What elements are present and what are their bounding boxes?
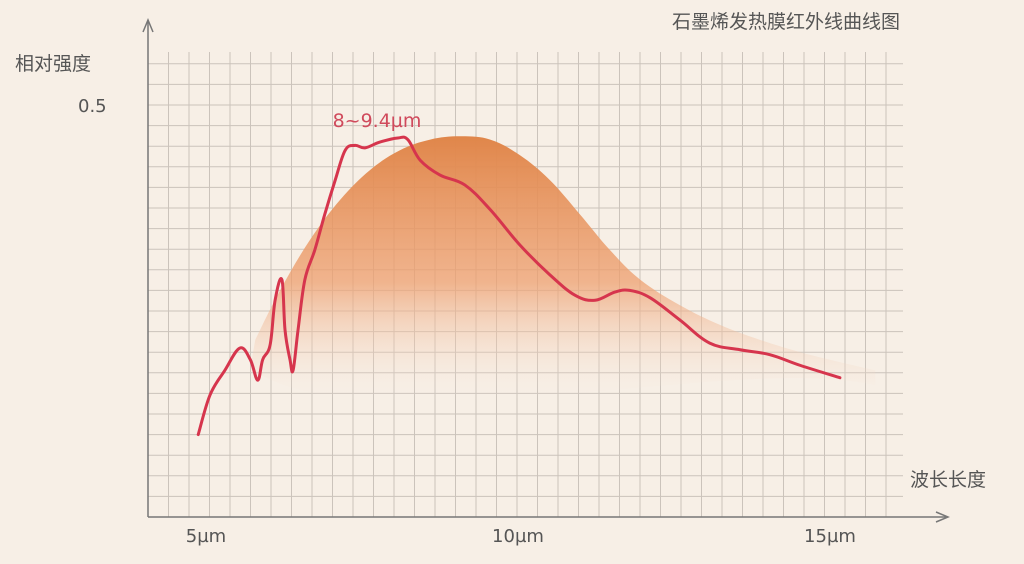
emission-line <box>196 135 842 437</box>
x-tick-label: 10µm <box>492 526 544 547</box>
x-tick-label: 15µm <box>804 526 856 547</box>
x-axis-arrow-icon <box>935 511 950 523</box>
x-axis-label: 波长长度 <box>910 469 986 491</box>
x-tick-label: 5µm <box>186 526 226 547</box>
axes <box>142 18 950 523</box>
y-tick-label: 0.5 <box>78 96 107 117</box>
emission-area <box>250 136 876 403</box>
y-axis-label: 相对强度 <box>15 53 91 75</box>
chart-title: 石墨烯发热膜红外线曲线图 <box>672 11 900 33</box>
y-axis-arrow-icon <box>142 18 154 33</box>
peak-annotation: 8~9.4µm <box>333 110 422 132</box>
